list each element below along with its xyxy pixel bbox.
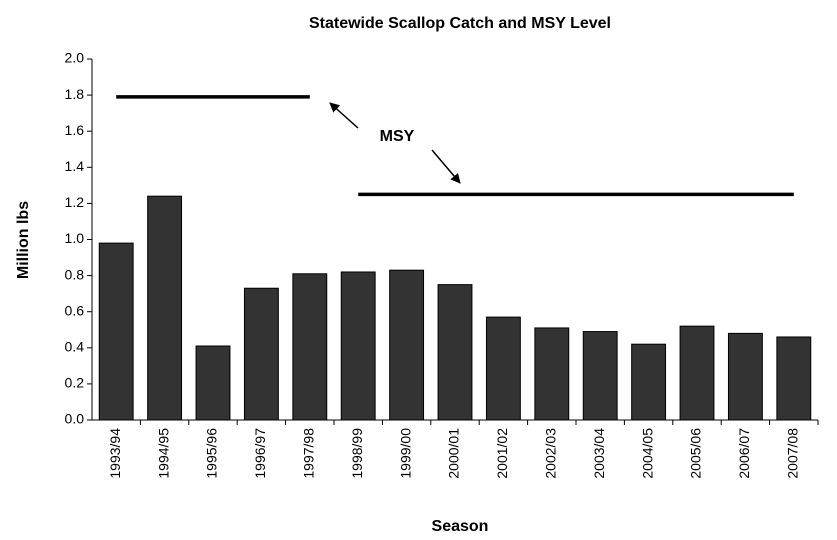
x-tick-label: 2005/06 (688, 428, 704, 479)
y-tick-label: 1.8 (65, 86, 85, 102)
x-tick-label: 2006/07 (736, 428, 752, 479)
bar (147, 195, 183, 421)
bar (389, 269, 425, 421)
y-tick-label: 2.0 (65, 50, 85, 66)
y-tick-label: 1.6 (65, 122, 85, 138)
x-tick-label: 2001/02 (494, 428, 510, 479)
y-tick-label: 1.2 (65, 194, 85, 210)
bar (776, 336, 812, 421)
bar (727, 332, 763, 421)
bar (437, 284, 473, 421)
x-tick-label: 2000/01 (446, 428, 462, 479)
chart-title: Statewide Scallop Catch and MSY Level (309, 15, 611, 32)
y-tick-label: 1.0 (65, 230, 85, 246)
y-tick-label: 1.4 (65, 158, 85, 174)
bar (485, 316, 521, 421)
x-tick-label: 1998/99 (349, 428, 365, 479)
y-tick-label: 0.4 (65, 339, 85, 355)
bar (582, 331, 618, 421)
arrow (431, 149, 461, 184)
x-tick-label: 1993/94 (107, 428, 123, 479)
bar (679, 325, 715, 421)
y-tick-label: 0.2 (65, 375, 85, 391)
y-tick-label: 0.6 (65, 302, 85, 318)
x-tick-label: 1997/98 (301, 428, 317, 479)
x-axis-label: Season (432, 518, 489, 535)
annotation: MSY (380, 128, 415, 145)
x-tick-label: 2002/03 (543, 428, 559, 479)
y-axis-label: Million lbs (15, 201, 32, 279)
arrow (329, 102, 359, 129)
x-tick-label: 1999/00 (397, 428, 413, 479)
bar (98, 242, 134, 421)
x-tick-label: 2007/08 (785, 428, 801, 479)
x-tick-label: 1995/96 (204, 428, 220, 479)
y-tick-label: 0.0 (65, 411, 85, 427)
x-tick-label: 2004/05 (639, 428, 655, 479)
x-tick-label: 2003/04 (591, 428, 607, 479)
bar (243, 287, 279, 421)
bar (292, 273, 328, 421)
x-tick-label: 1994/95 (155, 428, 171, 479)
bar (534, 327, 570, 421)
x-tick-label: 1996/97 (252, 428, 268, 479)
bar (631, 343, 667, 421)
y-tick-label: 0.8 (65, 266, 85, 282)
bar (340, 271, 376, 421)
bar (195, 345, 231, 421)
